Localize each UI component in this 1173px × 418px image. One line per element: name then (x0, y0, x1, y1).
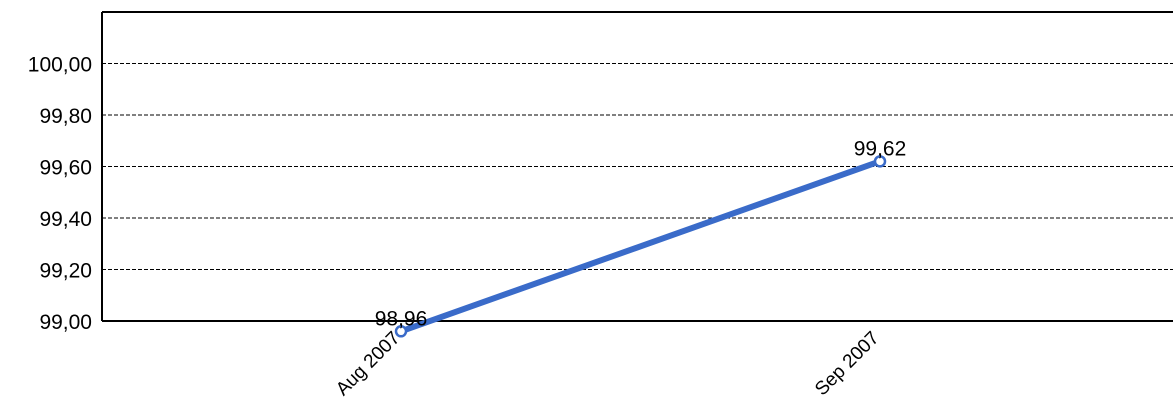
data-label: 98,96 (375, 307, 428, 330)
series-line-0 (398, 158, 883, 335)
y-tick-label: 99,60 (39, 157, 92, 180)
data-label-layer: 98,96 99,62 (375, 137, 907, 330)
x-tick-label: Aug 2007 (332, 328, 404, 400)
axis-layer (101, 11, 1173, 322)
series-layer (394, 155, 887, 338)
x-tick-label: Sep 2007 (811, 328, 883, 400)
tick-label-layer: 99,00 99,20 99,40 99,60 99,80 100,00 Aug 2007 S… (28, 54, 884, 401)
y-tick-label: 99,00 (39, 311, 92, 334)
y-tick-label: 99,20 (39, 260, 92, 283)
grid-layer (102, 63, 1173, 270)
y-tick-label: 99,40 (39, 208, 92, 231)
data-label: 99,62 (854, 137, 907, 160)
y-tick-label: 100,00 (28, 54, 92, 77)
data-point-marker (394, 325, 408, 338)
y-tick-label: 99,80 (39, 105, 92, 128)
data-point-marker (873, 155, 887, 168)
